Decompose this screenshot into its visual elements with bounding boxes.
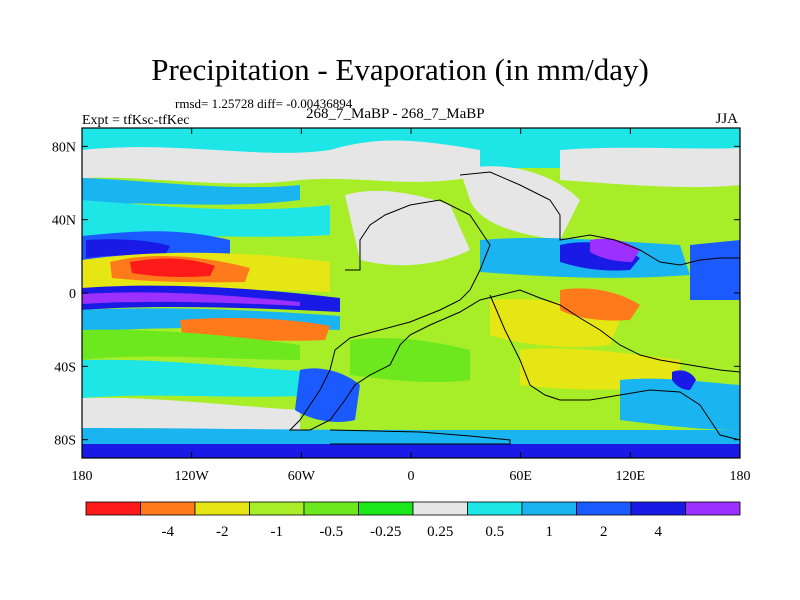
y-tick-label: 40S [54, 360, 76, 375]
y-axis: 80N 40N 0 40S 80S [52, 140, 740, 449]
x-tick-label: 60E [509, 469, 532, 484]
colorbar-box [467, 501, 523, 516]
x-tick-label: 180 [72, 469, 93, 484]
colorbar-box [358, 501, 414, 516]
colorbar-box [521, 501, 577, 516]
y-tick-label: 80N [52, 140, 76, 155]
colorbar-box [576, 501, 632, 516]
y-tick-label: 0 [69, 287, 76, 302]
colorbar-box [630, 501, 686, 516]
colorbar-label: -0.5 [319, 524, 343, 540]
colorbar-label: 1 [546, 524, 554, 540]
colorbar: -4 -2 -1 -0.5 -0.25 0.25 0.5 1 2 4 [85, 501, 741, 540]
colorbar-label: -2 [216, 524, 229, 540]
colorbar-box [249, 501, 305, 516]
experiment-label: Expt = tfKsc-tfKec [82, 113, 190, 128]
stats-label: rmsd= 1.25728 diff= -0.00436894 [175, 96, 353, 111]
period-label: 268_7_MaBP - 268_7_MaBP [306, 106, 485, 122]
x-tick-label: 120W [175, 469, 210, 484]
chart-title: Precipitation - Evaporation (in mm/day) [151, 52, 649, 87]
x-tick-label: 120E [616, 469, 646, 484]
colorbar-label: 0.25 [427, 524, 453, 540]
y-tick-label: 40N [52, 214, 76, 229]
colorbar-label: 4 [655, 524, 663, 540]
season-label: JJA [715, 111, 738, 127]
colorbar-label: 2 [600, 524, 608, 540]
colorbar-box [685, 501, 741, 516]
x-tick-label: 180 [730, 469, 751, 484]
colorbar-label: -0.25 [370, 524, 401, 540]
x-axis: 180 120W 60W 0 60E 120E 180 [72, 128, 751, 484]
colorbar-box [303, 501, 359, 516]
colorbar-label: -1 [271, 524, 284, 540]
colorbar-label: 0.5 [485, 524, 504, 540]
colorbar-box [194, 501, 250, 516]
contour-field [82, 128, 740, 458]
y-tick-label: 80S [54, 434, 76, 449]
colorbar-box [412, 501, 468, 516]
x-tick-label: 60W [288, 469, 316, 484]
colorbar-box [85, 501, 141, 516]
x-tick-label: 0 [408, 469, 415, 484]
colorbar-box [140, 501, 196, 516]
colorbar-label: -4 [162, 524, 175, 540]
